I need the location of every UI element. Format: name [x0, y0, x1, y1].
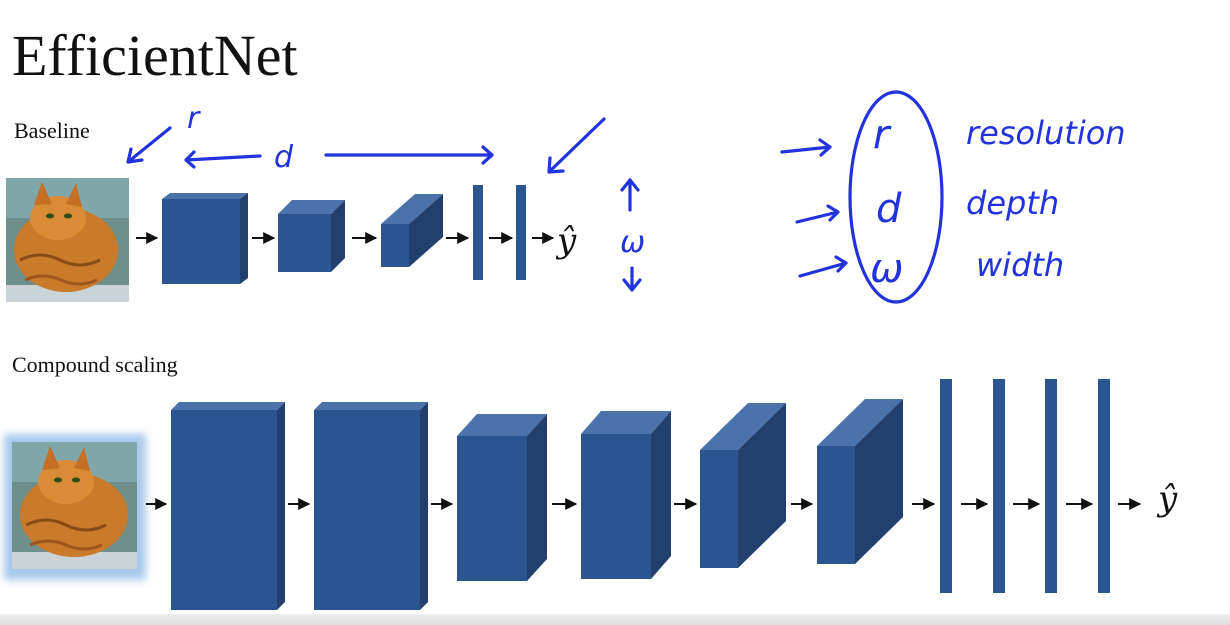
resolution-arrow	[126, 126, 172, 164]
legend-oval	[848, 90, 944, 304]
baseline-label: Baseline	[14, 118, 90, 143]
legend-arrow-d	[795, 204, 840, 224]
compound-block-5	[700, 403, 786, 568]
legend-word-width: width	[976, 246, 1064, 284]
compound-output-label: ŷ	[1156, 479, 1178, 519]
compound-block-6	[817, 399, 903, 564]
annotation-w: ω	[620, 225, 645, 260]
width-arrow-down	[622, 266, 642, 292]
baseline-block-1	[162, 193, 248, 284]
compound-fc-layer-4	[1098, 379, 1110, 593]
slide-title: EfficientNet	[12, 23, 298, 88]
width-arrow-up	[620, 178, 640, 212]
annotation-d: d	[274, 140, 294, 175]
depth-arrow-left	[184, 150, 262, 169]
baseline-block-2	[278, 200, 345, 272]
baseline-cat-image	[6, 178, 129, 302]
depth-arrow-right	[324, 145, 494, 165]
legend-arrow-r	[780, 138, 832, 157]
compound-fc-layer-3	[1045, 379, 1057, 593]
compound-fc-layer-1	[940, 379, 952, 593]
compound-fc-layer-2	[993, 379, 1005, 593]
compound-block-4	[581, 411, 671, 579]
fc-arrow	[547, 117, 606, 174]
compound-block-3	[457, 414, 547, 581]
annotation-r: r	[187, 101, 201, 136]
legend-symbol-r: r	[873, 112, 892, 158]
baseline-fc-layer-2	[516, 185, 526, 280]
compound-block-1	[171, 402, 285, 610]
handwritten-labels: r d ω r d ω resolution depth width	[187, 101, 1126, 292]
compound-block-2	[314, 402, 428, 610]
legend-word-resolution: resolution	[966, 114, 1126, 152]
baseline-block-3	[381, 194, 443, 267]
handwritten-annotations	[126, 90, 944, 304]
baseline-output-label: ŷ	[555, 221, 577, 261]
legend-arrow-w	[798, 255, 848, 278]
legend-word-depth: depth	[966, 184, 1059, 222]
legend-symbol-w: ω	[870, 246, 904, 292]
bottom-edge	[0, 614, 1230, 625]
compound-cat-image	[4, 434, 146, 580]
legend-symbol-d: d	[876, 186, 902, 232]
baseline-fc-layer-1	[473, 185, 483, 280]
compound-scaling-label: Compound scaling	[12, 352, 178, 377]
